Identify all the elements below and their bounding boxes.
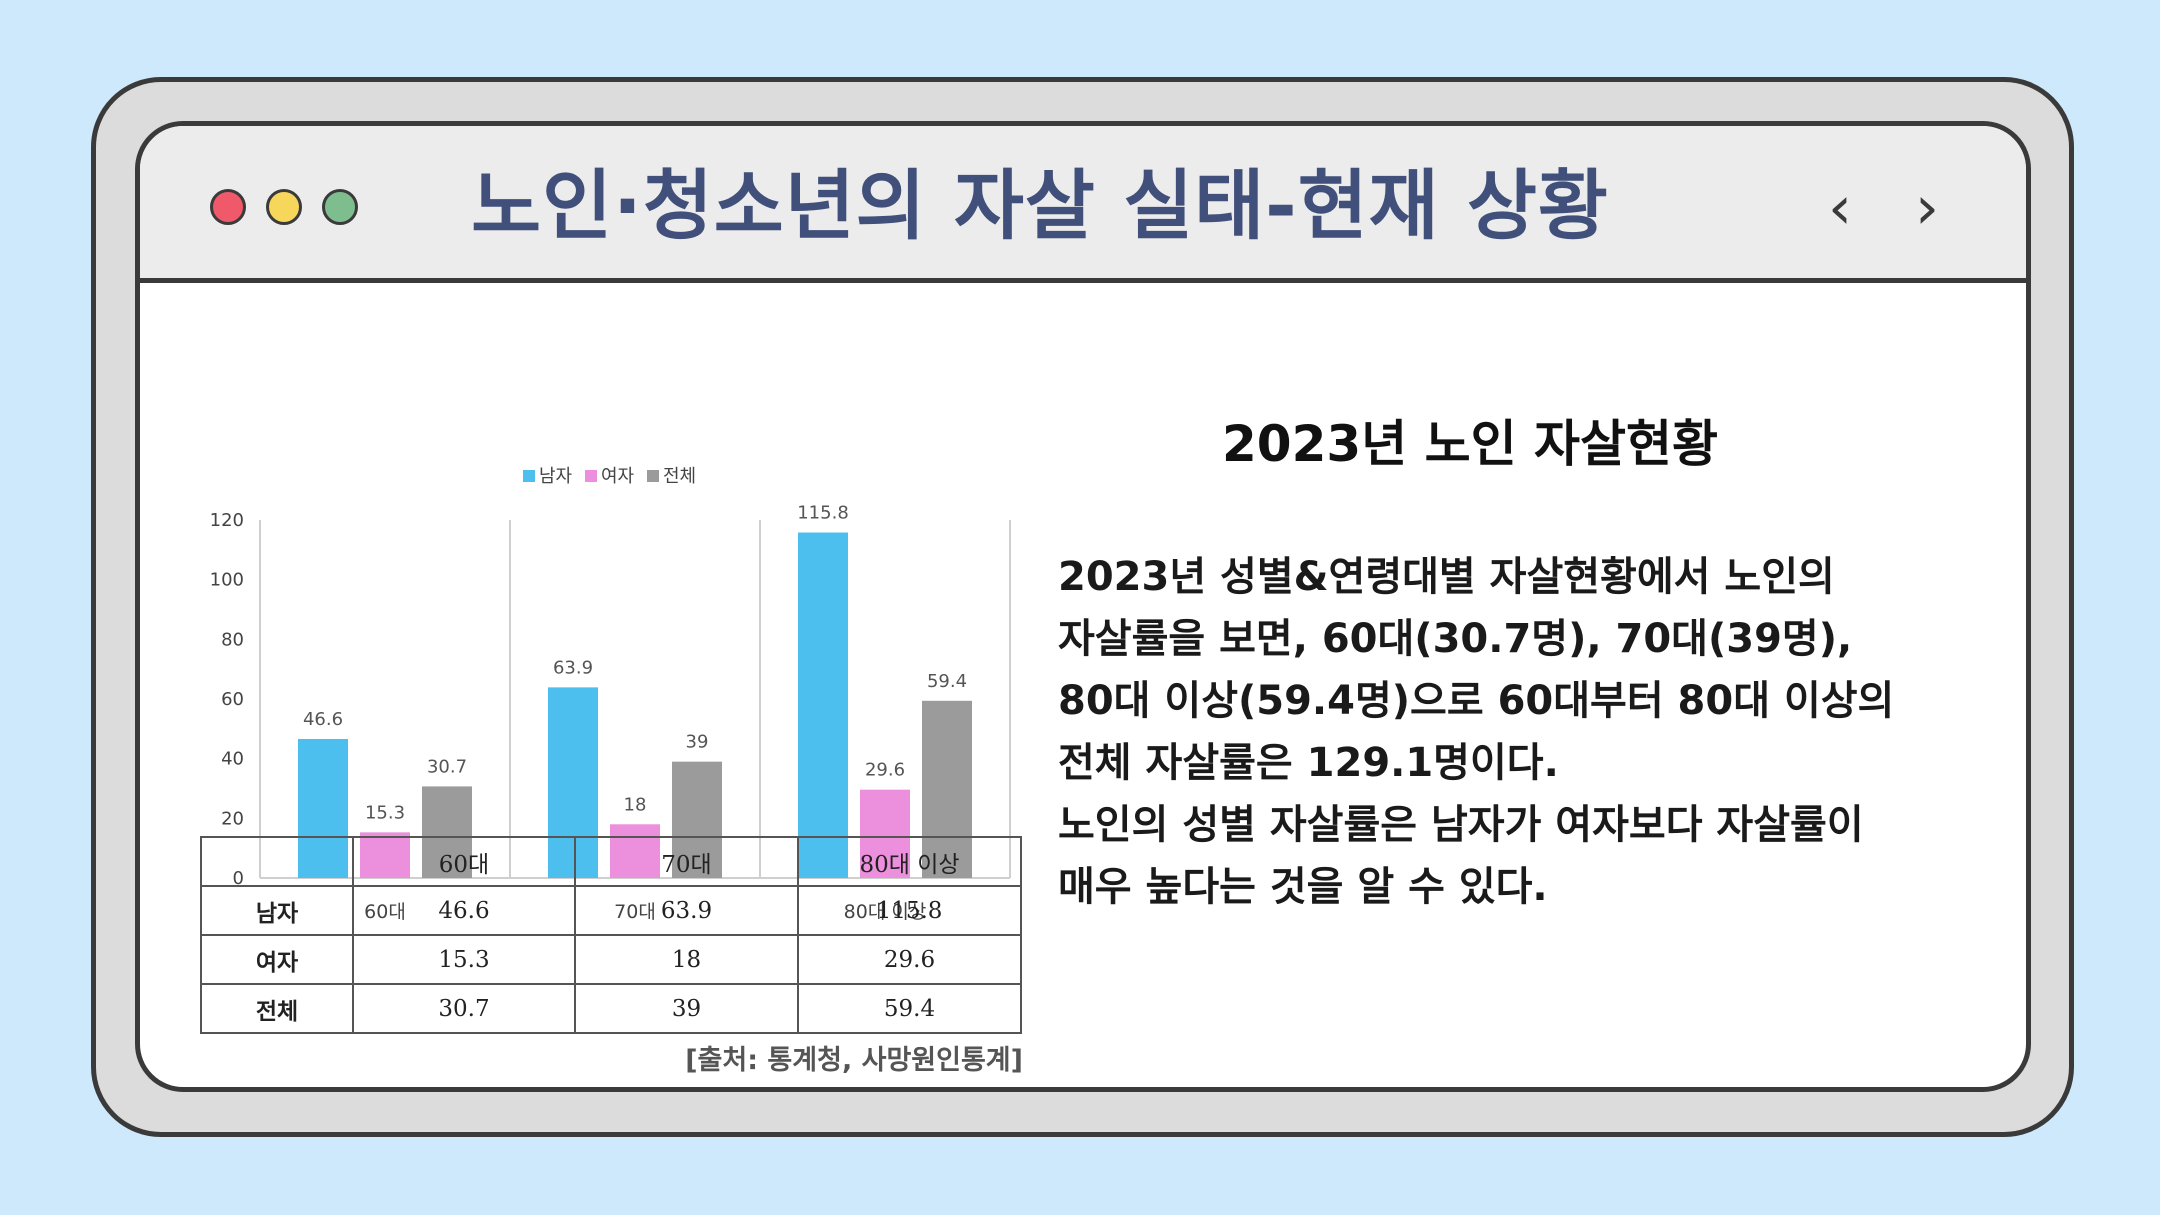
- table-cell: 59.4: [797, 983, 1022, 1034]
- legend-swatch: [523, 470, 535, 482]
- table-cell: 여자: [200, 934, 354, 985]
- y-tick-label: 20: [221, 808, 244, 829]
- legend-label: 여자: [601, 466, 635, 487]
- data-label: 46.6: [303, 709, 343, 730]
- page-title: 노인·청소년의 자살 실태-현재 상황: [471, 161, 1609, 250]
- browser-window: 노인·청소년의 자살 실태-현재 상황 ‹ › 남자 여자 전체 0 20 40 60 80 1…: [135, 121, 2031, 1092]
- legend-label: 남자: [539, 466, 573, 487]
- data-table: 60대 70대 80대 이상 남자 46.6 63.9 115.8 여자 15.…: [200, 836, 1022, 1034]
- table-cell: 15.3: [352, 934, 576, 985]
- table-cell: 46.6: [352, 885, 576, 936]
- table-header-row: 60대 70대 80대 이상: [200, 836, 1022, 887]
- summary-paragraph: 2023년 성별&연령대별 자살현황에서 노인의 자살률을 보면, 60대(30…: [1058, 546, 2018, 918]
- legend-swatch: [647, 470, 659, 482]
- y-tick-label: 100: [210, 570, 244, 591]
- table-cell: 29.6: [797, 934, 1022, 985]
- paragraph-line: 자살률을 보면, 60대(30.7명), 70대(39명),: [1058, 616, 1853, 662]
- data-label: 39: [686, 732, 709, 753]
- data-label: 63.9: [553, 657, 593, 678]
- table-cell: 63.9: [574, 885, 799, 936]
- data-label: 115.8: [797, 503, 849, 524]
- table-cell: 115.8: [797, 885, 1022, 936]
- table-cell: 39: [574, 983, 799, 1034]
- forward-arrow-icon[interactable]: ›: [1915, 173, 1939, 243]
- section-heading: 2023년 노인 자살현황: [1222, 415, 1718, 473]
- table-cell: 18: [574, 934, 799, 985]
- table-header-cell: 70대: [574, 836, 799, 887]
- maximize-dot-icon[interactable]: [322, 189, 358, 225]
- table-row: 여자 15.3 18 29.6: [200, 934, 1022, 985]
- table-row: 남자 46.6 63.9 115.8: [200, 885, 1022, 936]
- data-label: 59.4: [927, 671, 967, 692]
- table-cell: 남자: [200, 885, 354, 936]
- y-tick-label: 80: [221, 629, 244, 650]
- paragraph-line: 80대 이상(59.4명)으로 60대부터 80대 이상의: [1058, 678, 1895, 724]
- table-cell: 전체: [200, 983, 354, 1034]
- close-dot-icon[interactable]: [210, 189, 246, 225]
- source-caption: [출처: 통계청, 사망원인통계]: [685, 1045, 1023, 1076]
- paragraph-line: 노인의 성별 자살률은 남자가 여자보다 자살률이: [1058, 802, 1864, 848]
- paragraph-line: 2023년 성별&연령대별 자살현황에서 노인의: [1058, 554, 1835, 600]
- data-label: 15.3: [365, 802, 405, 823]
- y-tick-label: 120: [210, 510, 244, 531]
- paragraph-line: 매우 높다는 것을 알 수 있다.: [1058, 864, 1548, 910]
- paragraph-line: 전체 자살률은 129.1명이다.: [1058, 740, 1559, 786]
- table-header-cell: [200, 836, 354, 887]
- table-cell: 30.7: [352, 983, 576, 1034]
- y-tick-label: 60: [221, 689, 244, 710]
- data-label: 30.7: [427, 756, 467, 777]
- table-header-cell: 80대 이상: [797, 836, 1022, 887]
- legend-swatch: [585, 470, 597, 482]
- data-label: 29.6: [865, 760, 905, 781]
- bar: [798, 532, 848, 878]
- y-tick-label: 40: [221, 749, 244, 770]
- table-row: 전체 30.7 39 59.4: [200, 983, 1022, 1034]
- data-label: 18: [624, 794, 647, 815]
- table-header-cell: 60대: [352, 836, 576, 887]
- minimize-dot-icon[interactable]: [266, 189, 302, 225]
- title-bar: 노인·청소년의 자살 실태-현재 상황 ‹ ›: [140, 126, 2026, 283]
- back-arrow-icon[interactable]: ‹: [1828, 173, 1852, 243]
- legend-label: 전체: [663, 466, 696, 487]
